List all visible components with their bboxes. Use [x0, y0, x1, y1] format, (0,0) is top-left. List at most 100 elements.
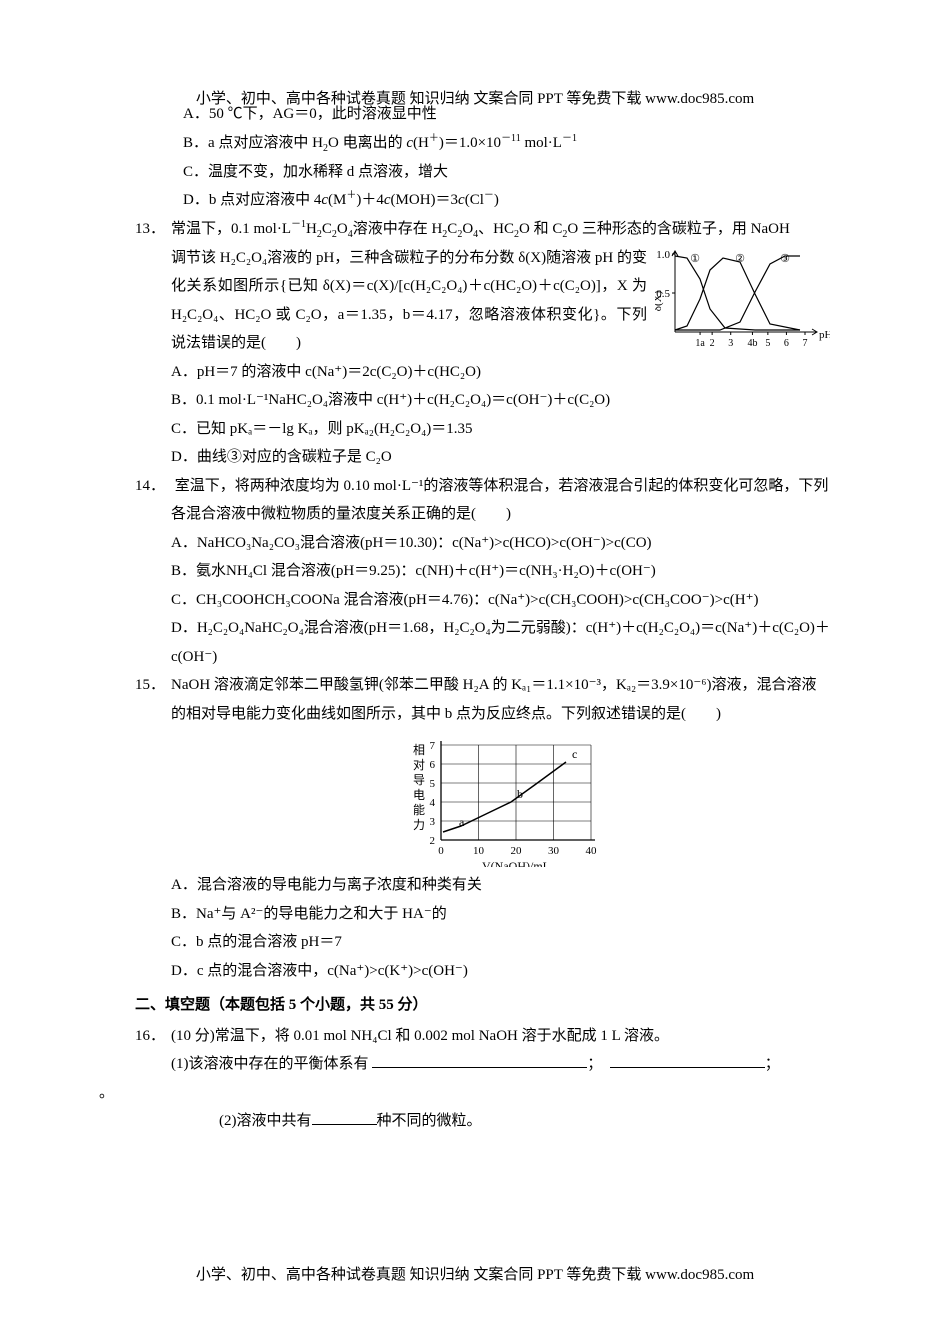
text: c: [321, 192, 328, 208]
q16-sub2: (2)溶液中共有种不同的微粒。: [135, 1107, 830, 1136]
svg-text:0: 0: [438, 845, 444, 857]
svg-text:4: 4: [429, 797, 435, 809]
svg-text:①: ①: [690, 253, 700, 265]
q16-sub1: (1)该溶液中存在的平衡体系有 ； ；: [171, 1050, 830, 1079]
svg-text:能: 能: [412, 803, 424, 817]
svg-text:力: 力: [412, 818, 424, 832]
svg-text:b: b: [517, 787, 523, 801]
blank-1[interactable]: [372, 1067, 587, 1068]
q15-optD: D．c 点的混合溶液中，c(Na⁺)>c(K⁺)>c(OH⁻): [171, 957, 830, 986]
text: (10 分)常温下，将 0.01 mol NH₄Cl 和 0.002 mol N…: [171, 1028, 669, 1044]
text: 室温下，将两种浓度均为 0.10 mol·L⁻¹的溶液等体积混合，若溶液混合引起…: [171, 478, 828, 523]
svg-text:2: 2: [710, 338, 715, 349]
svg-text:c: c: [572, 747, 577, 761]
qnum: 14．: [135, 472, 171, 501]
text: (H: [413, 135, 429, 151]
q16: 16．(10 分)常温下，将 0.01 mol NH₄Cl 和 0.002 mo…: [135, 1022, 830, 1079]
svg-text:20: 20: [510, 845, 522, 857]
text: c: [458, 192, 465, 208]
svg-text:电: 电: [412, 788, 424, 802]
svg-text:δ(X): δ(X): [655, 290, 664, 311]
q13: 13．常温下，0.1 mol·L－1H2C2O4溶液中存在 H2C2O4、HC2…: [135, 215, 830, 472]
text: －1: [562, 133, 577, 144]
q12-optB: B．a 点对应溶液中 H2O 电离出的 c(H＋)＝1.0×10－11 mol·…: [135, 129, 830, 158]
text: (MOH)＝3: [391, 192, 459, 208]
text: O: [337, 221, 348, 237]
qnum: 13．: [135, 215, 171, 244]
q15-optA: A．混合溶液的导电能力与离子浓度和种类有关: [171, 871, 830, 900]
text: (1)该溶液中存在的平衡体系有: [171, 1056, 369, 1072]
q15-chart: 0 10 20 30 40 2 3 4 5 6 7 a b c 相对导电能力 V(NaOH)/mL: [171, 732, 830, 867]
q15-optC: C．b 点的混合溶液 pH＝7: [171, 928, 830, 957]
q15-optB: B．Na⁺与 A²⁻的导电能力之和大于 HA⁻的: [171, 900, 830, 929]
qnum: 16．: [135, 1022, 171, 1051]
q14-optD: D．H₂C₂O₄NaHC₂O₄混合溶液(pH＝1.68，H₂C₂O₄为二元弱酸)…: [171, 614, 830, 671]
svg-text:1.0: 1.0: [656, 249, 670, 261]
svg-text:40: 40: [585, 845, 597, 857]
content: A．50 ℃下，AG＝0，此时溶液显中性 B．a 点对应溶液中 H2O 电离出的…: [135, 100, 830, 1136]
text: ): [494, 192, 499, 208]
q15-stem: 15．NaOH 溶液滴定邻苯二甲酸氢钾(邻苯二甲酸 H₂A 的 Kₐ₁＝1.1×…: [171, 671, 830, 728]
svg-text:③: ③: [780, 253, 790, 265]
svg-text:2: 2: [429, 835, 435, 847]
qnum: 15．: [135, 671, 171, 700]
page-footer: 小学、初中、高中各种试卷真题 知识归纳 文案合同 PPT 等免费下载 www.d…: [0, 1261, 950, 1290]
text: O 和 C: [519, 221, 562, 237]
svg-text:pH: pH: [819, 329, 830, 341]
blank-3[interactable]: [312, 1124, 377, 1125]
q13-chart: 0.51.01a234b567δ(X)pH①②③: [655, 244, 830, 359]
text: O 电离出的: [328, 135, 406, 151]
q13-optD: D．曲线③对应的含碳粒子是 C₂O: [171, 443, 830, 472]
q12-optC: C．温度不变，加水稀释 d 点溶液，增大: [135, 158, 830, 187]
svg-text:对: 对: [412, 758, 424, 772]
q14-optB: B．氨水NH₄Cl 混合溶液(pH＝9.25)：c(NH)＋c(H⁺)＝c(NH…: [171, 557, 830, 586]
svg-text:相: 相: [412, 743, 424, 757]
text: NaOH 溶液滴定邻苯二甲酸氢钾(邻苯二甲酸 H₂A 的 Kₐ₁＝1.1×10⁻…: [171, 677, 817, 722]
page-header: 小学、初中、高中各种试卷真题 知识归纳 文案合同 PPT 等免费下载 www.d…: [0, 85, 950, 114]
text: 、HC: [478, 221, 514, 237]
text: C: [322, 221, 332, 237]
text: 常温下，0.1 mol·L: [171, 221, 291, 237]
svg-text:导: 导: [412, 773, 424, 787]
text: mol·L: [521, 135, 562, 151]
section2-title: 二、填空题（本题包括 5 个小题，共 55 分）: [135, 991, 830, 1020]
text: c: [406, 135, 413, 151]
q12-optD: D．b 点对应溶液中 4c(M＋)＋4c(MOH)＝3c(Cl－): [135, 186, 830, 215]
svg-text:②: ②: [735, 253, 745, 265]
svg-text:V(NaOH)/mL: V(NaOH)/mL: [482, 859, 550, 867]
text: ；: [765, 1056, 780, 1072]
svg-text:10: 10: [473, 845, 485, 857]
text: H: [306, 221, 317, 237]
q14-stem: 14． 室温下，将两种浓度均为 0.10 mol·L⁻¹的溶液等体积混合，若溶液…: [171, 472, 830, 529]
svg-text:a: a: [459, 815, 465, 829]
text: D．b 点对应溶液中 4: [183, 192, 321, 208]
svg-text:4b: 4b: [747, 338, 757, 349]
q14: 14． 室温下，将两种浓度均为 0.10 mol·L⁻¹的溶液等体积混合，若溶液…: [135, 472, 830, 672]
text: )＝1.0×10: [439, 135, 501, 151]
q13-optB: B．0.1 mol·L⁻¹NaHC₂O₄溶液中 c(H⁺)＋c(H₂C₂O₄)＝…: [171, 386, 830, 415]
svg-text:30: 30: [548, 845, 560, 857]
text: O: [462, 221, 473, 237]
svg-text:3: 3: [728, 338, 733, 349]
q13-optA: A．pH＝7 的溶液中 c(Na⁺)＝2c(C₂O)＋c(HC₂O): [171, 358, 830, 387]
svg-text:7: 7: [429, 740, 435, 752]
svg-text:6: 6: [429, 759, 435, 771]
svg-text:5: 5: [765, 338, 770, 349]
svg-text:5: 5: [429, 778, 435, 790]
text: －11: [501, 133, 521, 144]
blank-2[interactable]: [610, 1067, 765, 1068]
text: (Cl: [465, 192, 484, 208]
text: c: [384, 192, 391, 208]
svg-text:3: 3: [429, 816, 435, 828]
svg-text:6: 6: [784, 338, 789, 349]
svg-text:1a: 1a: [695, 338, 705, 349]
q13-stem: 13．常温下，0.1 mol·L－1H2C2O4溶液中存在 H2C2O4、HC2…: [171, 215, 830, 244]
text: B．a 点对应溶液中 H: [183, 135, 323, 151]
text: )＋4: [356, 192, 384, 208]
text: (M: [328, 192, 346, 208]
text: O 三种形态的含碳粒子，用 NaOH: [567, 221, 790, 237]
q16-stem: 16．(10 分)常温下，将 0.01 mol NH₄Cl 和 0.002 mo…: [171, 1022, 830, 1051]
q15: 15．NaOH 溶液滴定邻苯二甲酸氢钾(邻苯二甲酸 H₂A 的 Kₐ₁＝1.1×…: [135, 671, 830, 985]
q16-period: 。: [99, 1079, 830, 1108]
text: ；: [587, 1056, 602, 1072]
